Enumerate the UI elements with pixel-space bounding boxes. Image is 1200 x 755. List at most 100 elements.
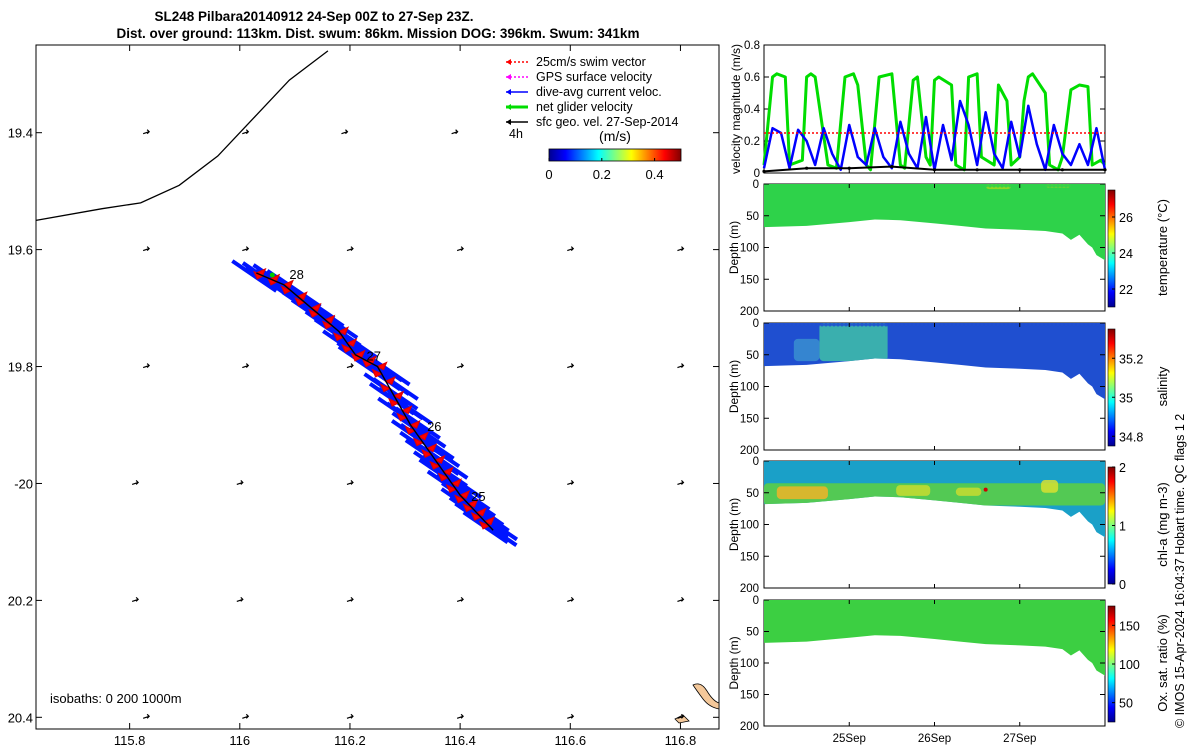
section-surface-dot [992, 184, 996, 188]
section-surface-dot [788, 184, 792, 188]
section-patch [896, 485, 931, 496]
section-y-tick-label: 100 [740, 658, 759, 670]
section-surface-dot [1080, 461, 1084, 465]
section-y-tick-label: 200 [740, 445, 759, 457]
swim-vector [409, 419, 421, 429]
section-surface-dot [820, 461, 824, 465]
section-surface-dot [960, 323, 964, 327]
section-y-label: Depth (m) [727, 498, 741, 551]
section-surface-dot [924, 323, 928, 327]
map-y-tick-label: 20.2 [8, 593, 33, 608]
section-surface-dot [996, 323, 1000, 327]
section-surface-dot [860, 323, 864, 327]
section-surface-dot [920, 184, 924, 188]
velocity-series-point [890, 165, 894, 169]
geo-velocity-arrow [677, 246, 685, 252]
section-surface-dot [1088, 323, 1092, 327]
geo-velocity-arrow [677, 713, 685, 719]
swim-vector [425, 443, 438, 453]
section-surface-dot [788, 323, 792, 327]
section-surface-dot [984, 323, 988, 327]
swim-vector [388, 397, 400, 407]
isobaths-label: isobaths: 0 200 1000m [50, 691, 182, 706]
section-surface-dot [956, 461, 960, 465]
chla-panel: 0 50 100 150 200 Depth (m) 0 1 2 chl-a (mg m-3) [727, 456, 1170, 595]
section-surface-dot [1056, 184, 1060, 188]
section-surface-dot [824, 184, 828, 188]
swim-vector [294, 297, 306, 307]
section-surface-dot [1076, 184, 1080, 188]
section-surface-dot [868, 323, 872, 327]
section-surface-dot [944, 600, 948, 604]
section-surface-dot [1096, 600, 1100, 604]
section-patches [764, 600, 1104, 604]
section-surface-dot [1072, 600, 1076, 604]
legend-label: GPS surface velocity [536, 70, 653, 84]
section-surface-dot [948, 600, 952, 604]
velocity-series-point [762, 169, 766, 173]
section-surface-dot [848, 600, 852, 604]
section-surface-dot [904, 461, 908, 465]
section-y-tick-label: 0 [753, 456, 759, 468]
section-surface-dot [1060, 184, 1064, 188]
section-surface-dot [1008, 184, 1012, 188]
swim-vector [421, 449, 433, 459]
velocity-y-tick-label: 0.4 [744, 104, 761, 116]
section-surface-dot [844, 184, 848, 188]
section-surface-dot [884, 323, 888, 327]
section-surface-dot [1096, 184, 1100, 188]
velocity-y-label: velocity magnitude (m/s) [729, 44, 743, 174]
section-surface-dot [968, 184, 972, 188]
section-surface-dot [948, 461, 952, 465]
section-surface-dot [960, 461, 964, 465]
swim-vector [412, 437, 425, 447]
section-surface-dot [1040, 184, 1044, 188]
section-y-label: Depth (m) [727, 636, 741, 689]
velocity-series-point [1060, 168, 1064, 172]
section-data-fill [764, 600, 1105, 676]
section-surface-dot [912, 461, 916, 465]
swim-vector [462, 503, 474, 513]
section-surface-dot [912, 323, 916, 327]
geo-velocity-arrow [346, 596, 354, 602]
geo-velocity-arrow [456, 713, 464, 719]
section-patch [1041, 480, 1059, 493]
section-surface-dot [1024, 461, 1028, 465]
section-surface-dot [800, 461, 804, 465]
geo-velocity-arrow [242, 246, 250, 252]
section-surface-dot [996, 600, 1000, 604]
section-surface-dot [944, 323, 948, 327]
geo-velocity-arrow [236, 480, 244, 486]
section-surface-dot [1032, 184, 1036, 188]
section-surface-dot [940, 323, 944, 327]
section-surface-dot [992, 461, 996, 465]
section-surface-dot [920, 600, 924, 604]
section-surface-dot [852, 323, 856, 327]
section-surface-dot [1032, 323, 1036, 327]
swim-vector [337, 326, 350, 336]
legend-arrowhead [506, 119, 511, 125]
section-colorbar-tick-label: 150 [1119, 619, 1140, 633]
geo-velocity-arrow [567, 480, 575, 486]
legend-arrowhead [506, 104, 511, 110]
section-surface-dot [1092, 184, 1096, 188]
map-y-tick-label: 19.4 [8, 126, 33, 141]
section-y-tick-label: 200 [740, 306, 759, 318]
velocity-series-point [847, 166, 851, 170]
section-surface-dot [1068, 184, 1072, 188]
section-surface-dot [876, 600, 880, 604]
section-surface-dot [868, 184, 872, 188]
section-surface-dot [808, 323, 812, 327]
swim-vector [384, 375, 396, 385]
swim-vector [332, 332, 345, 342]
section-surface-dot [1012, 461, 1016, 465]
section-surface-dot [916, 600, 920, 604]
section-surface-dot [1032, 600, 1036, 604]
section-surface-dot [1024, 323, 1028, 327]
section-surface-dot [1096, 461, 1100, 465]
map-y-tick-label: 19.6 [8, 243, 33, 258]
section-surface-dot [836, 600, 840, 604]
section-surface-dot [776, 184, 780, 188]
section-surface-dot [980, 184, 984, 188]
section-surface-dot [1016, 323, 1020, 327]
